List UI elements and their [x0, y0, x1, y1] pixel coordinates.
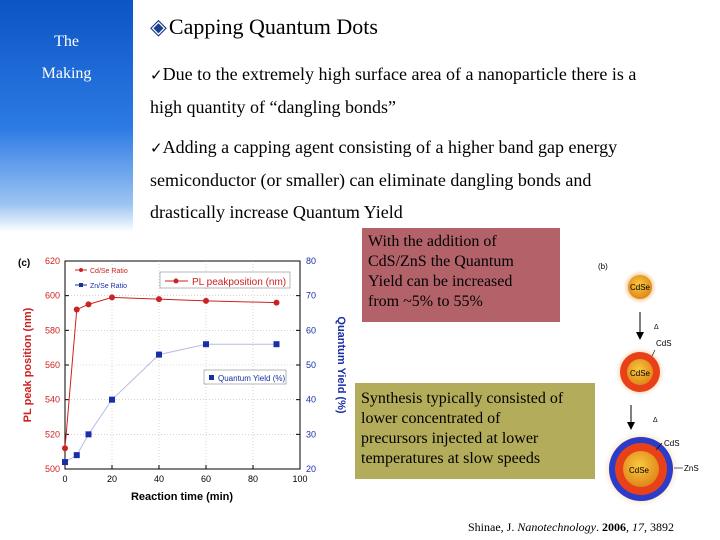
- core-label-3: CdSe: [629, 466, 650, 475]
- quantum-yield-point: [73, 452, 80, 459]
- pl-peak-point: [203, 297, 209, 304]
- y-axis-label-left: PL peak position (nm): [22, 307, 34, 422]
- y-tick-label: 560: [45, 360, 60, 370]
- diamond-bullet-icon: ◈: [150, 14, 167, 39]
- callout-line: Synthesis typically consisted of: [361, 390, 564, 407]
- pl-peak-point: [109, 294, 115, 301]
- callout-line: CdS/ZnS the Quantum: [368, 253, 514, 270]
- shell-cds-label-2: CdS: [664, 439, 680, 448]
- x-tick-label: 60: [201, 474, 211, 484]
- slide-title-text: Capping Quantum Dots: [168, 14, 378, 39]
- y2-tick-label: 70: [306, 291, 316, 301]
- y-tick-label: 600: [45, 291, 60, 301]
- legend-znse-ratio: Zn/Se Ratio: [90, 283, 127, 290]
- arrow-down-icon: [627, 405, 635, 430]
- core-label: CdSe: [630, 283, 651, 292]
- callout-line: lower concentrated of: [361, 410, 501, 427]
- cdse-cds-zns-particle: CdSe CdS ZnS: [603, 431, 699, 507]
- y-tick-label: 500: [45, 464, 60, 474]
- checkmark-icon: ✓: [150, 139, 163, 157]
- pl-peak-point: [156, 296, 162, 303]
- x-axis: 0 20 40 60 80 100: [62, 465, 308, 484]
- quantum-yield-point: [85, 431, 92, 438]
- x-axis-label: Reaction time (min): [131, 491, 233, 503]
- citation-author: Shinae, J.: [468, 520, 518, 534]
- pl-peak-point: [62, 445, 68, 452]
- x-tick-label: 0: [62, 474, 67, 484]
- callout-line: precursors injected at lower: [361, 430, 539, 447]
- bullet-text-line: Due to the extremely high surface area o…: [162, 64, 637, 84]
- sidebar-gradient: The Making: [0, 0, 133, 232]
- x-tick-label: 80: [248, 474, 258, 484]
- legend-ratios: Cd/Se Ratio Zn/Se Ratio: [75, 268, 128, 290]
- pl-peak-point: [73, 306, 80, 313]
- y-axis-right: 20 30 40 50 60 70 80: [296, 256, 316, 474]
- shell-cds-label: CdS: [656, 339, 672, 348]
- bullet-text-line: high quantity of “dangling bonds”: [150, 97, 396, 117]
- callout-synthesis: Synthesis typically consisted of lower c…: [355, 383, 595, 479]
- y-tick-label: 620: [45, 256, 60, 266]
- citation: Shinae, J. Nanotechnology. 2006, 17, 389…: [468, 520, 674, 534]
- bullet-text-line: semiconductor (or smaller) can eliminate…: [150, 170, 592, 190]
- bullet-text-line: Adding a capping agent consisting of a h…: [162, 137, 618, 157]
- legend-cdse-ratio: Cd/Se Ratio: [90, 268, 128, 275]
- core-label-2: CdSe: [630, 369, 651, 378]
- y-tick-label: 580: [45, 325, 60, 335]
- y2-tick-label: 50: [306, 360, 316, 370]
- pl-peak-point: [273, 299, 280, 306]
- checkmark-icon: ✓: [150, 66, 163, 84]
- heat-symbol-2: Δ: [653, 417, 658, 424]
- x-tick-label: 100: [292, 474, 307, 484]
- bullet-text-line: drastically increase Quantum Yield: [150, 202, 403, 222]
- quantum-yield-point: [203, 341, 209, 348]
- legend-qy-label: Quantum Yield (%): [218, 374, 285, 383]
- y2-tick-label: 60: [306, 325, 316, 335]
- panel-label-c: (c): [18, 258, 30, 269]
- grid-lines: [65, 261, 300, 469]
- y-axis-left: 500 520 540 560 580 600 620: [45, 256, 69, 474]
- cdse-cds-particle: CdSe CdS: [615, 339, 672, 397]
- sidebar-line-making: Making: [41, 65, 92, 82]
- quantum-yield-point: [109, 396, 115, 403]
- shell-zns-label: ZnS: [684, 464, 699, 473]
- panel-label-b: (b): [598, 262, 608, 271]
- y-axis-label-right: Quantum Yield (%): [335, 316, 347, 414]
- sidebar-line-the: The: [54, 33, 79, 50]
- arrow-down-icon: [636, 312, 644, 340]
- citation-volume: 17: [632, 520, 644, 534]
- bullet-dangling-bonds: ✓Due to the extremely high surface area …: [150, 58, 710, 123]
- quantum-yield-point: [62, 459, 68, 466]
- pl-peak-point: [85, 301, 92, 308]
- quantum-yield-point: [273, 341, 280, 348]
- y-tick-label: 540: [45, 395, 60, 405]
- heat-symbol: Δ: [654, 324, 659, 331]
- series-layer: [62, 294, 280, 466]
- quantum-yield-point: [156, 351, 162, 358]
- legend-pl-label: PL peakposition (nm): [192, 277, 286, 288]
- y2-tick-label: 40: [306, 395, 316, 405]
- y2-tick-label: 30: [306, 429, 316, 439]
- callout-line: temperatures at slow speeds: [361, 450, 541, 467]
- callout-quantum-yield-increase: With the addition of CdS/ZnS the Quantum…: [362, 228, 560, 322]
- x-tick-label: 20: [107, 474, 117, 484]
- citation-year: 2006: [602, 520, 626, 534]
- callout-line: With the addition of: [368, 233, 497, 250]
- legend-pl-peak: PL peakposition (nm): [159, 271, 291, 289]
- x-tick-label: 40: [154, 474, 164, 484]
- callout-line: from ~5% to 55%: [368, 293, 483, 310]
- y-tick-label: 520: [45, 429, 60, 439]
- slide-title: ◈Capping Quantum Dots: [150, 14, 378, 40]
- cdse-core-particle: CdSe: [623, 270, 657, 304]
- y2-tick-label: 80: [306, 256, 316, 266]
- legend-quantum-yield: Quantum Yield (%): [203, 369, 287, 385]
- bullet-capping-agent: ✓Adding a capping agent consisting of a …: [150, 131, 710, 228]
- core-shell-diagram: (b) CdSe Δ CdSe CdS Δ CdSe CdS ZnS: [598, 262, 699, 507]
- y2-tick-label: 20: [306, 464, 316, 474]
- citation-pages: , 3892: [644, 520, 674, 534]
- citation-journal: Nanotechnology: [517, 520, 596, 534]
- callout-line: Yield can be increased: [368, 273, 513, 290]
